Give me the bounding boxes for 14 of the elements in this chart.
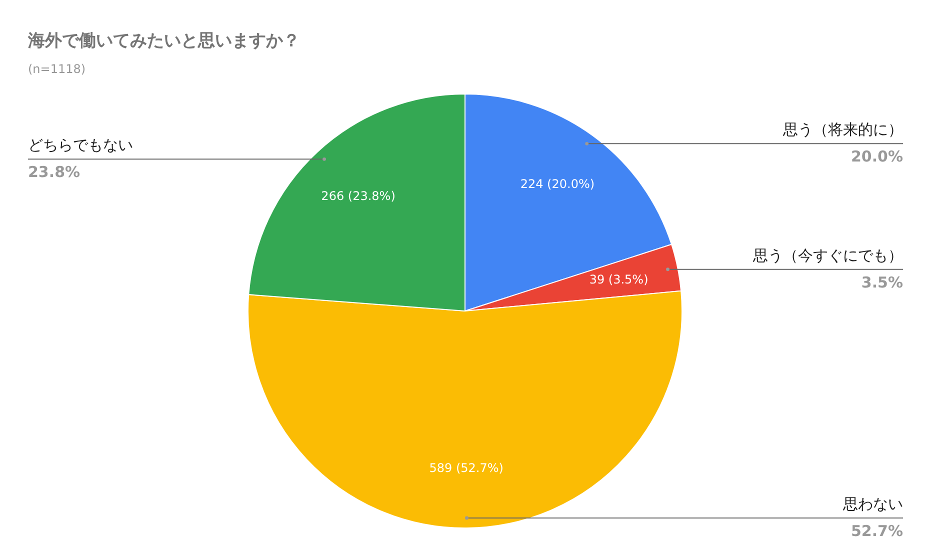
text: 3.5%	[861, 273, 903, 292]
slice-label: 思わない	[842, 494, 903, 513]
text: 52.7%	[850, 522, 903, 540]
data-label: 266 (23.8%)	[321, 188, 396, 203]
data-label: 224 (20.0%)	[520, 177, 595, 192]
chart-title: 海外で働いてみたいと思いますか？	[27, 31, 300, 51]
chart-subtitle: (n=1118)	[28, 62, 86, 76]
data-label: 39 (3.5%)	[589, 272, 648, 286]
text: 23.8%	[28, 163, 80, 182]
slice-label: 思う（将来的に）	[782, 120, 903, 139]
slice-label: 思う（今すぐにでも）	[752, 246, 903, 264]
slice-label: どちらでもない	[28, 136, 133, 154]
data-label: 589 (52.7%)	[429, 460, 504, 475]
text: 20.0%	[850, 148, 903, 166]
